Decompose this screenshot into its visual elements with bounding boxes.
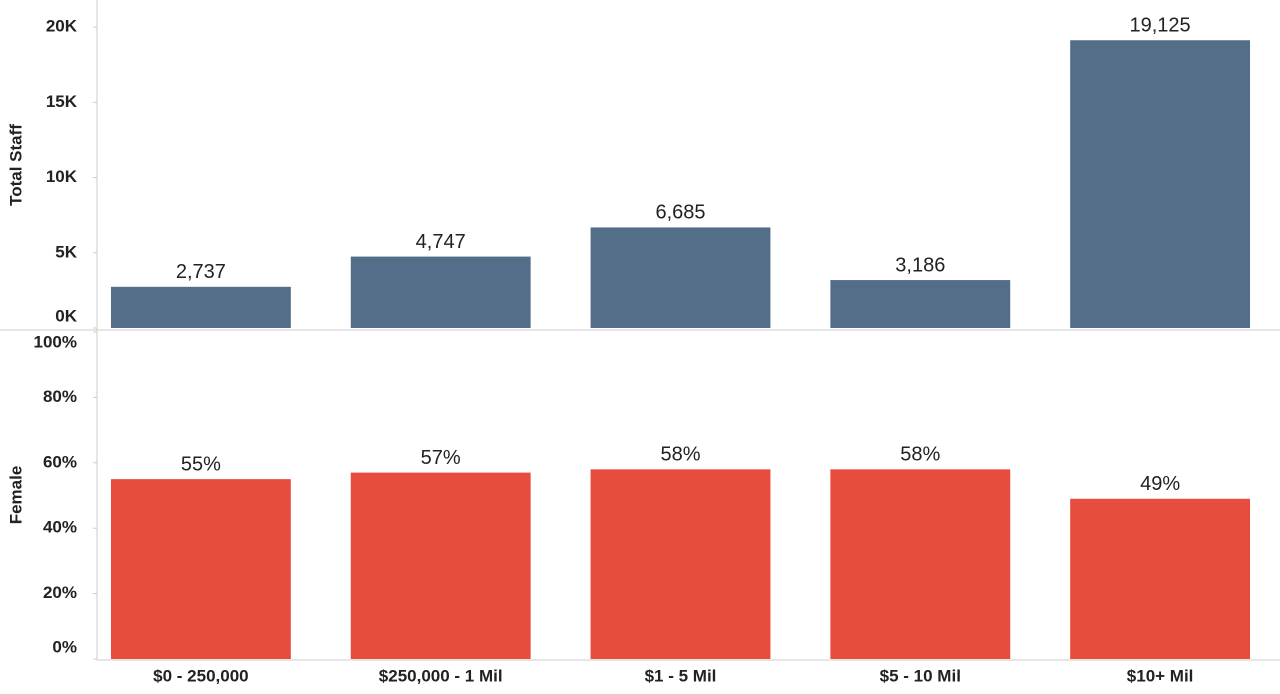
y-tick-label: 20% bbox=[43, 583, 77, 602]
value-label: 57% bbox=[421, 447, 461, 469]
y-tick-label: 5K bbox=[55, 242, 77, 261]
bar bbox=[350, 256, 531, 328]
value-label: 2,737 bbox=[176, 261, 226, 283]
bar bbox=[830, 280, 1011, 328]
value-label: 3,186 bbox=[895, 254, 945, 276]
bar bbox=[110, 479, 291, 659]
bar bbox=[830, 469, 1011, 659]
y-axis-title: Total Staff bbox=[6, 124, 25, 206]
y-tick-label: 20K bbox=[46, 17, 78, 36]
value-label: 4,747 bbox=[416, 231, 466, 253]
bar bbox=[1070, 40, 1251, 328]
x-tick-label: $10+ Mil bbox=[1127, 666, 1194, 685]
value-label: 49% bbox=[1140, 473, 1180, 495]
x-tick-label: $0 - 250,000 bbox=[153, 666, 248, 685]
y-tick-label: 15K bbox=[46, 92, 78, 111]
value-label: 6,685 bbox=[655, 202, 705, 224]
bar bbox=[350, 472, 531, 659]
x-tick-label: $1 - 5 Mil bbox=[645, 666, 717, 685]
value-label: 58% bbox=[900, 444, 940, 466]
y-tick-label: 60% bbox=[43, 452, 77, 471]
x-tick-label: $5 - 10 Mil bbox=[880, 666, 961, 685]
y-tick-label: 10K bbox=[46, 167, 78, 186]
y-tick-label: 0K bbox=[55, 306, 77, 325]
bar bbox=[1070, 498, 1251, 659]
bar bbox=[110, 286, 291, 328]
y-tick-label: 80% bbox=[43, 387, 77, 406]
y-tick-label: 100% bbox=[34, 332, 77, 351]
value-label: 55% bbox=[181, 453, 221, 475]
bar bbox=[590, 469, 771, 659]
value-label: 58% bbox=[660, 444, 700, 466]
y-tick-label: 40% bbox=[43, 518, 77, 537]
y-tick-label: 0% bbox=[52, 637, 77, 656]
x-tick-label: $250,000 - 1 Mil bbox=[379, 666, 503, 685]
y-axis-title: Female bbox=[6, 466, 25, 525]
value-label: 19,125 bbox=[1130, 15, 1191, 37]
bar bbox=[590, 227, 771, 328]
